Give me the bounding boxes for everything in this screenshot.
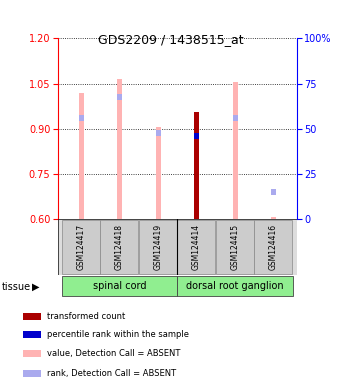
FancyBboxPatch shape	[139, 220, 177, 274]
Bar	[271, 189, 276, 195]
Text: GSM124419: GSM124419	[153, 223, 163, 270]
Bar	[78, 93, 84, 219]
Bar	[24, 313, 41, 320]
Text: GSM124417: GSM124417	[77, 223, 86, 270]
Text: ▶: ▶	[32, 282, 40, 292]
Bar	[271, 217, 276, 219]
Bar	[155, 127, 161, 219]
FancyBboxPatch shape	[62, 276, 177, 296]
Text: tissue: tissue	[2, 282, 31, 292]
FancyBboxPatch shape	[100, 220, 138, 274]
Bar	[194, 134, 199, 139]
Text: value, Detection Call = ABSENT: value, Detection Call = ABSENT	[47, 349, 180, 358]
Text: GSM124418: GSM124418	[115, 224, 124, 270]
Bar	[233, 116, 238, 121]
Bar	[78, 116, 84, 121]
Bar	[155, 131, 161, 136]
Text: rank, Detection Call = ABSENT: rank, Detection Call = ABSENT	[47, 369, 176, 378]
Text: transformed count: transformed count	[47, 312, 125, 321]
FancyBboxPatch shape	[177, 276, 293, 296]
FancyBboxPatch shape	[62, 220, 100, 274]
FancyBboxPatch shape	[177, 220, 215, 274]
Text: GSM124415: GSM124415	[231, 223, 240, 270]
Bar	[233, 82, 238, 219]
Text: GSM124416: GSM124416	[269, 223, 278, 270]
Bar	[24, 369, 41, 377]
Bar	[117, 79, 122, 219]
Bar	[194, 112, 199, 219]
Text: GDS2209 / 1438515_at: GDS2209 / 1438515_at	[98, 33, 243, 46]
FancyBboxPatch shape	[216, 220, 254, 274]
Bar	[117, 94, 122, 100]
Bar	[24, 331, 41, 338]
FancyBboxPatch shape	[254, 220, 292, 274]
Text: percentile rank within the sample: percentile rank within the sample	[47, 330, 189, 339]
Text: dorsal root ganglion: dorsal root ganglion	[186, 281, 284, 291]
Text: spinal cord: spinal cord	[93, 281, 146, 291]
Bar	[24, 350, 41, 357]
Text: GSM124414: GSM124414	[192, 223, 201, 270]
